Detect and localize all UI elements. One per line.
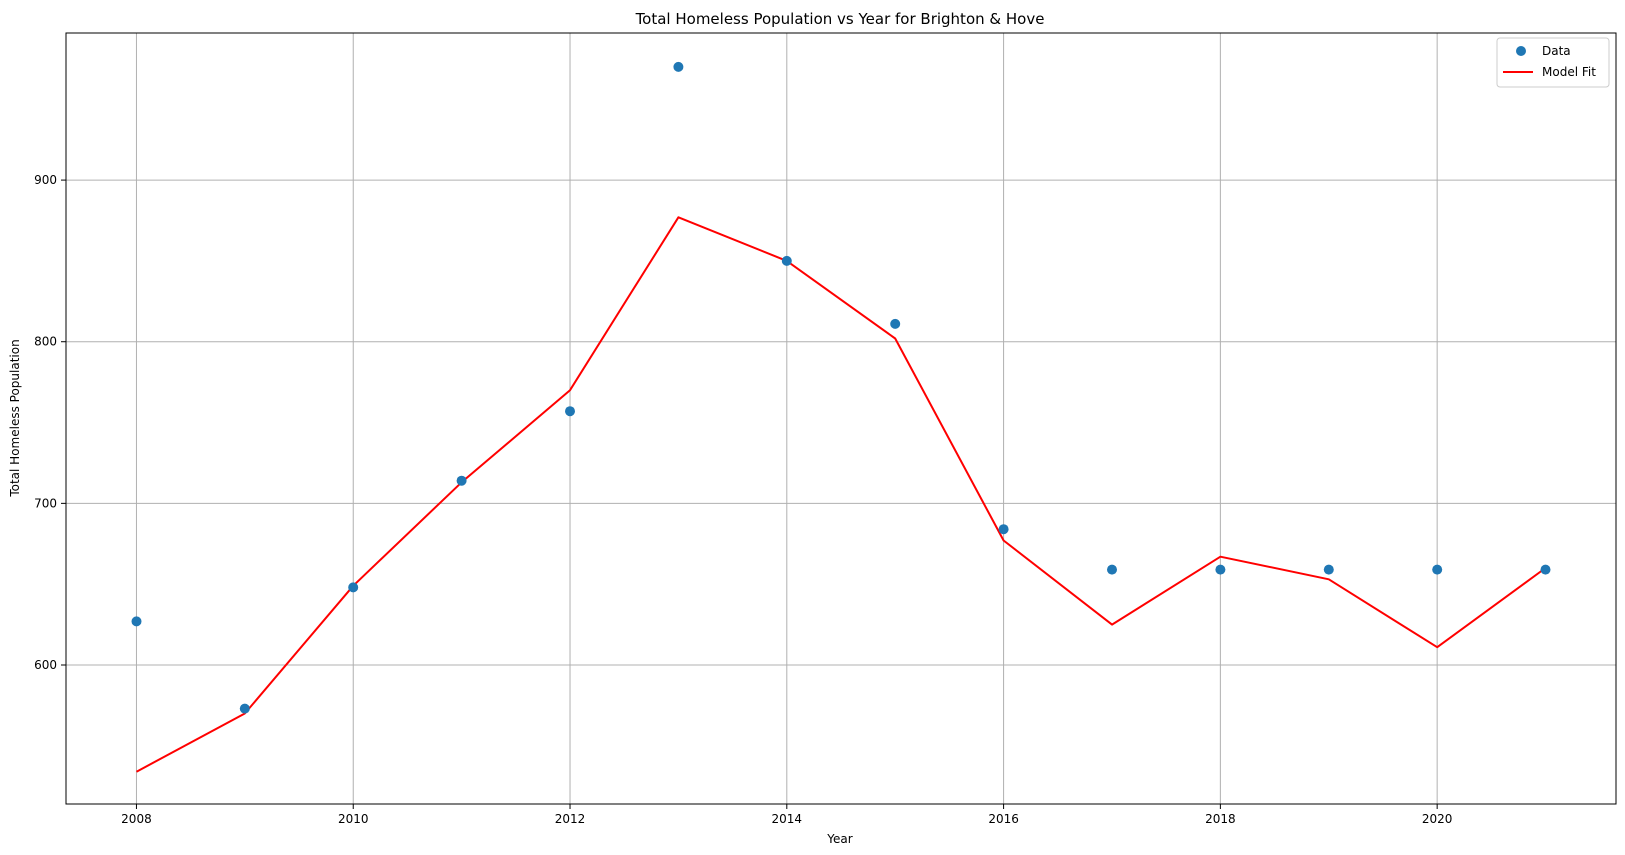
x-tick-label: 2016 [988, 812, 1019, 826]
data-point [348, 582, 359, 593]
x-tick-label: 2010 [338, 812, 369, 826]
plot-frame [65, 32, 1617, 805]
axis-ticks: 2008 2010 2012 2014 2016 2018 2020 600 700 800 900 [34, 173, 1452, 826]
data-series [131, 61, 1551, 714]
x-axis-title: Year [826, 832, 852, 846]
legend-model-fit-label: Model Fit [1542, 65, 1596, 79]
y-tick-label: 600 [34, 658, 57, 672]
y-axis-title: Total Homeless Population [8, 339, 22, 497]
data-point [673, 61, 684, 72]
x-tick-label: 2008 [121, 812, 152, 826]
data-point [131, 616, 142, 627]
chart-title: Total Homeless Population vs Year for Br… [635, 10, 1045, 28]
y-tick-label: 700 [34, 496, 57, 510]
x-tick-label: 2020 [1422, 812, 1453, 826]
data-point [456, 475, 467, 486]
legend: Data Model Fit [1496, 37, 1610, 88]
model-fit-series [136, 216, 1547, 773]
data-point [565, 406, 575, 417]
data-point [890, 318, 901, 329]
data-point [1540, 564, 1551, 575]
x-tick-label: 2014 [772, 812, 803, 826]
x-tick-label: 2018 [1205, 812, 1236, 826]
data-point [1432, 564, 1443, 575]
legend-data-marker [1516, 46, 1526, 56]
y-tick-label: 900 [34, 173, 57, 187]
data-point [239, 703, 250, 714]
data-point [1107, 564, 1117, 575]
legend-data-label: Data [1542, 44, 1571, 58]
y-tick-label: 800 [34, 335, 57, 349]
grid [66, 33, 1616, 804]
data-point [1215, 564, 1226, 575]
data-point [781, 255, 792, 266]
model-fit-line [136, 216, 1547, 773]
data-point [1323, 564, 1334, 575]
data-point [998, 524, 1009, 535]
x-tick-label: 2012 [555, 812, 586, 826]
